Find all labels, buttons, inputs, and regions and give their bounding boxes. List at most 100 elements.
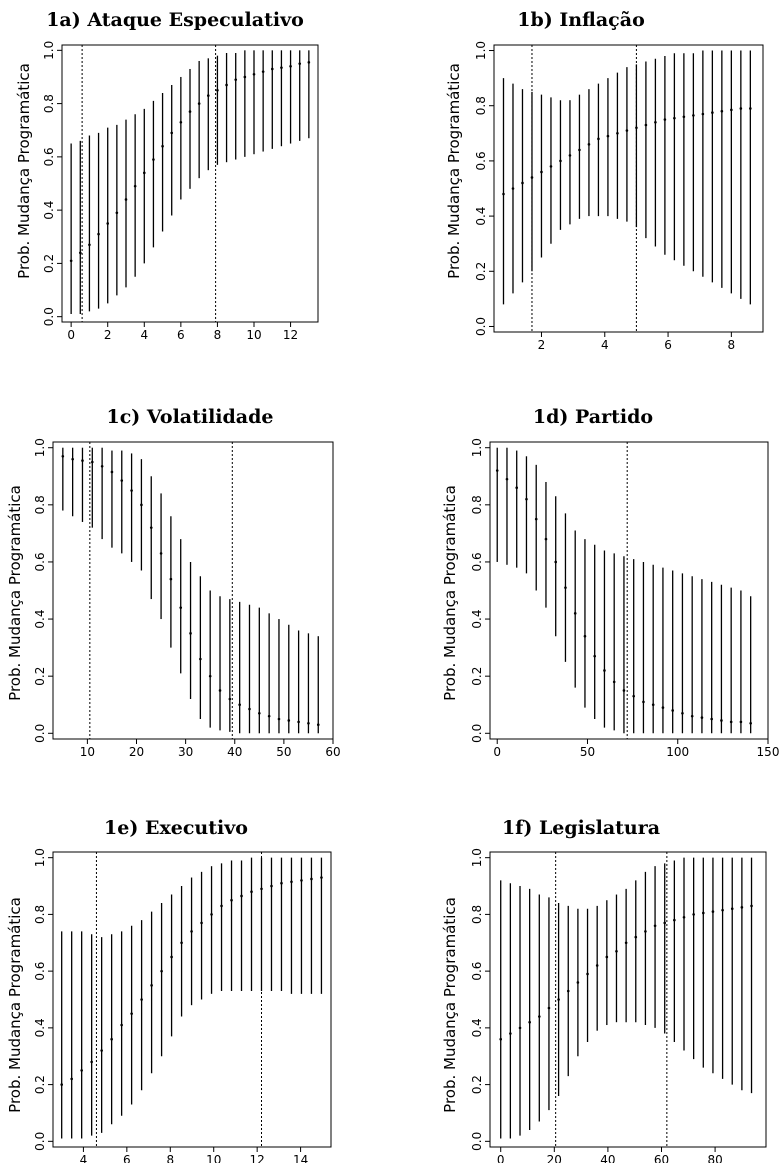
x-tick-label: 0 [493,745,501,759]
point-estimate [280,881,283,885]
y-tick-label: 0.2 [42,254,56,273]
point-estimate [298,62,302,65]
panel-1d: 1d) Partido Prob. Mudança Programática 0… [441,406,779,759]
point-estimate [749,721,752,725]
point-estimate [100,1049,103,1052]
point-estimate [499,1037,503,1041]
point-estimate [189,632,192,635]
point-estimate [557,998,560,1001]
y-tick-label: 0.8 [474,96,488,115]
x-tick-label: 100 [666,745,689,759]
point-estimate [663,921,667,925]
point-estimate [152,158,155,161]
y-tick-label: 0.2 [470,1075,484,1094]
point-estimate [750,904,753,908]
point-estimate [190,930,193,933]
point-estimate [663,118,667,121]
y-tick-label: 0.2 [474,262,488,281]
y-tick-label: 1.0 [42,41,56,60]
panel-title: 1d) Partido [533,406,653,428]
point-estimate [502,192,505,196]
y-tick-label: 0.8 [33,905,47,924]
point-estimate [97,232,100,236]
x-tick-label: 40 [227,745,242,759]
point-estimate [711,111,714,114]
point-estimate [721,908,724,912]
y-tick-label: 0.4 [474,207,488,226]
plot-frame [493,44,764,333]
y-tick-label: 0.4 [42,201,56,220]
point-estimate [576,981,580,984]
point-estimate [180,941,183,945]
point-estimate [729,720,733,724]
plot-frame [52,441,334,740]
point-estimate [671,709,674,712]
panel-title: 1a) Ataque Especulativo [46,9,304,31]
point-estimate [290,880,293,884]
point-estimate [61,454,65,458]
x-tick-label: 10 [80,745,95,759]
point-estimate [525,497,528,501]
y-tick-label: 0.4 [33,1018,47,1037]
x-axis: 0 50 100 150 [493,739,779,759]
point-estimate [60,1083,63,1086]
point-estimate [559,159,562,163]
point-estimate [622,689,626,692]
errorbar-group [495,447,752,734]
x-tick-label: 40 [600,1153,615,1163]
errorbar-group [61,447,320,734]
panel-1a: 1a) Ataque Especulativo Prob. Mudança Pr… [15,9,319,342]
x-tick-label: 30 [178,745,193,759]
x-axis: 4 6 8 10 12 14 [80,1147,308,1163]
point-estimate [644,930,647,933]
y-tick-label: 0.0 [33,724,47,743]
point-estimate [252,72,256,76]
point-estimate [228,697,232,701]
point-estimate [568,154,572,157]
x-tick-label: 2 [538,338,546,352]
point-estimate [300,879,303,882]
point-estimate [692,114,695,117]
point-estimate [710,717,713,721]
plot-frame [489,441,769,740]
point-estimate [240,894,243,898]
point-estimate [701,911,705,915]
plot-frame [52,851,332,1148]
y-tick-label: 0.0 [470,1132,484,1151]
point-estimate [615,949,618,953]
point-estimate [549,165,553,168]
point-estimate [225,83,228,87]
panel-1c: 1c) Volatilidade Prob. Mudança Programát… [6,406,341,759]
point-estimate [287,719,291,722]
plot-frame [61,44,319,323]
y-axis: 0.0 0.2 0.4 0.6 0.8 1.0 [42,41,62,326]
point-estimate [651,703,655,707]
x-tick-label: 4 [601,338,609,352]
point-estimate [730,108,733,112]
x-axis: 2 4 6 8 [538,332,735,352]
x-tick-label: 10 [206,1153,221,1163]
point-estimate [673,116,676,120]
y-tick-label: 0.8 [42,94,56,113]
point-estimate [692,913,695,916]
y-axis-label: Prob. Mudança Programática [445,63,463,279]
x-tick-label: 80 [707,1153,722,1163]
point-estimate [701,112,705,116]
x-tick-label: 12 [250,1153,265,1163]
x-tick-label: 4 [140,328,148,342]
vline-group [555,852,668,1147]
point-estimate [673,918,676,922]
y-tick-label: 0.0 [33,1132,47,1151]
point-estimate [730,907,734,911]
point-estimate [554,560,558,564]
point-estimate [307,61,311,64]
point-estimate [681,711,684,715]
y-tick-label: 0.2 [470,667,484,686]
point-estimate [518,1026,522,1030]
point-estimate [538,1015,541,1018]
point-estimate [150,984,153,987]
point-estimate [544,537,548,541]
point-estimate [218,689,222,692]
vline-group [531,45,637,332]
